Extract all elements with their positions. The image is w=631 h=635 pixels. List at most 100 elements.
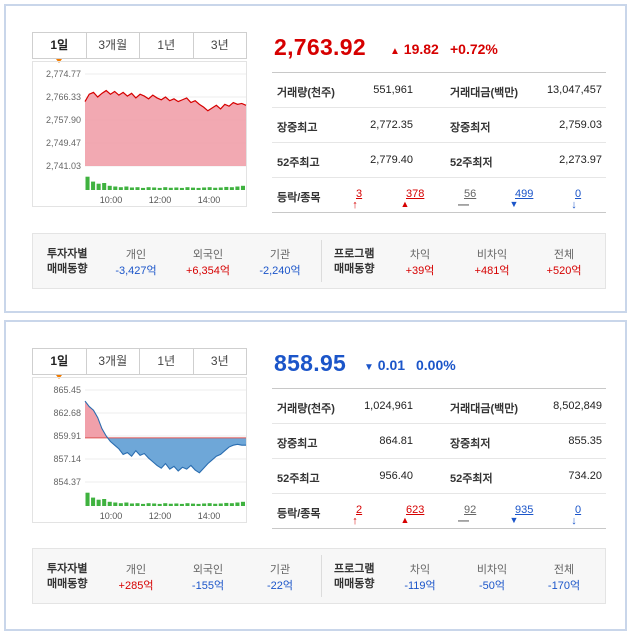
volume-bar [174, 503, 179, 506]
index-price: 858.95 [274, 350, 347, 376]
fall-link[interactable]: 935 [515, 504, 534, 516]
volume-bar [224, 186, 229, 190]
institution-label: 기관 [269, 249, 291, 261]
tab-3month[interactable]: 3개월 [85, 33, 139, 58]
volume-bar [124, 502, 129, 506]
intraday-chart-svg: 2,774.77 2,766.33 2,757.90 2,749.47 2,741.03… [46, 69, 247, 205]
institution-value: -22억 [266, 580, 294, 592]
arbitrage-value: +39억 [405, 265, 435, 277]
period-tabs: 1일 3개월 1년 3년 [32, 32, 247, 63]
total-value: -170억 [547, 580, 581, 592]
lower-limit-link[interactable]: 0 [575, 504, 582, 516]
rise-triangle-icon: ▲ [400, 515, 410, 525]
up-arrow-icon: ▲ [390, 46, 400, 57]
nonarbitrage-label: 비차익 [476, 564, 508, 576]
upper-limit-link[interactable]: 3 [356, 188, 363, 200]
program-title-line1: 프로그램 [334, 563, 375, 575]
volume-bar [124, 186, 129, 190]
flow-arbitrage: 차익 -119억 [385, 562, 455, 594]
unchanged-dash-icon: — [458, 515, 469, 527]
nonarbitrage-label: 비차익 [476, 249, 508, 261]
amount-label: 거래대금(백만) [450, 403, 519, 415]
fall-link[interactable]: 499 [515, 188, 534, 200]
tab-3year[interactable]: 3년 [192, 349, 246, 374]
volume-bar [168, 187, 173, 190]
flow-institution: 기관 -2,240억 [245, 247, 315, 279]
volume-value: 1,024,961 [364, 400, 413, 412]
change-amount: 19.82 [403, 41, 439, 57]
tab-1year[interactable]: 1년 [139, 349, 193, 374]
volume-bar [85, 492, 90, 506]
investor-title-line1: 투자자별 [47, 248, 88, 260]
price-line [84, 400, 246, 474]
price-area-up [85, 401, 246, 438]
volume-bar [174, 187, 179, 190]
unchanged-link[interactable]: 56 [464, 188, 477, 200]
stats-row-52week: 52주최고 956.40 52주최저 734.20 [272, 459, 606, 494]
volume-bar [240, 185, 245, 190]
tab-3year[interactable]: 3년 [192, 33, 246, 58]
price-area [85, 90, 246, 166]
volume-bar [207, 187, 212, 190]
volume-bar [179, 187, 184, 190]
volume-label: 거래량(천주) [277, 403, 335, 415]
volume-bar [196, 187, 201, 190]
lower-limit-link[interactable]: 0 [575, 188, 582, 200]
volume-bar [213, 187, 218, 190]
unchanged-link[interactable]: 92 [464, 504, 477, 516]
volume-bar [185, 187, 190, 190]
amount-value: 13,047,457 [546, 84, 602, 96]
high-label: 장중최고 [277, 438, 318, 450]
volume-bar [224, 502, 229, 506]
low-label: 장중최저 [450, 122, 491, 134]
stats-row-volume: 거래량(천주) 551,961 거래대금(백만) 13,047,457 [272, 73, 606, 108]
x-tick-label: 12:00 [149, 511, 172, 521]
investor-title-line2: 매매동향 [47, 578, 88, 590]
tab-1year[interactable]: 1년 [139, 33, 193, 58]
volume-bar [96, 499, 101, 506]
individual-value: +285억 [118, 580, 154, 592]
volume-bar [135, 503, 140, 506]
w52high-label: 52주최고 [277, 473, 320, 485]
upper-limit-link[interactable]: 2 [356, 504, 363, 516]
flow-foreign: 외국인 -155억 [173, 562, 243, 594]
trading-flow-box: 투자자별 매매동향 개인 -3,427억 외국인 +6,354억 기관 -2,240억 … [32, 233, 606, 289]
tab-1day[interactable]: 1일 [33, 33, 86, 63]
x-tick-label: 14:00 [198, 195, 221, 205]
y-tick-label: 859.91 [53, 431, 81, 441]
nonarbitrage-value: +481억 [474, 265, 510, 277]
volume-bar [157, 187, 162, 190]
period-tabs: 1일 3개월 1년 3년 [32, 348, 247, 379]
y-tick-label: 2,766.33 [46, 92, 81, 102]
y-tick-label: 2,749.47 [46, 138, 81, 148]
high-value: 2,772.35 [370, 119, 413, 131]
y-tick-label: 857.14 [53, 454, 81, 464]
volume-bar [235, 186, 240, 190]
flow-nonarbitrage: 비차익 +481억 [457, 247, 527, 279]
volume-bar [190, 187, 196, 190]
stats-row-52week: 52주최고 2,779.40 52주최저 2,273.97 [272, 143, 606, 178]
program-title-line1: 프로그램 [334, 248, 375, 260]
rise-link[interactable]: 623 [406, 504, 425, 516]
volume-bar [218, 187, 223, 190]
rise-triangle-icon: ▲ [400, 199, 410, 209]
rise-count: ▲ 623 [400, 504, 425, 525]
volume-bar [229, 503, 234, 506]
price-area-down [85, 437, 246, 473]
upper-limit-arrow-icon: ↑ [352, 515, 358, 527]
w52low-value: 2,273.97 [559, 154, 602, 166]
stats-table: 거래량(천주) 551,961 거래대금(백만) 13,047,457 장중최고… [272, 72, 606, 213]
rise-link[interactable]: 378 [406, 188, 425, 200]
volume-bar [129, 503, 134, 506]
unchanged-dash-icon: — [458, 199, 469, 211]
volume-bar [218, 503, 223, 506]
lower-limit-count: ↓ 0 [569, 188, 582, 211]
index-price: 2,763.92 [274, 34, 366, 60]
intraday-chart-svg: 865.45 862.68 859.91 857.14 854.37 10:00 12:00… [53, 385, 246, 521]
tab-1day[interactable]: 1일 [33, 349, 86, 379]
tab-3month[interactable]: 3개월 [85, 349, 139, 374]
volume-bar [113, 502, 118, 506]
volume-bar [202, 503, 207, 506]
investor-title-line2: 매매동향 [47, 263, 88, 275]
volume-bar [185, 503, 190, 506]
